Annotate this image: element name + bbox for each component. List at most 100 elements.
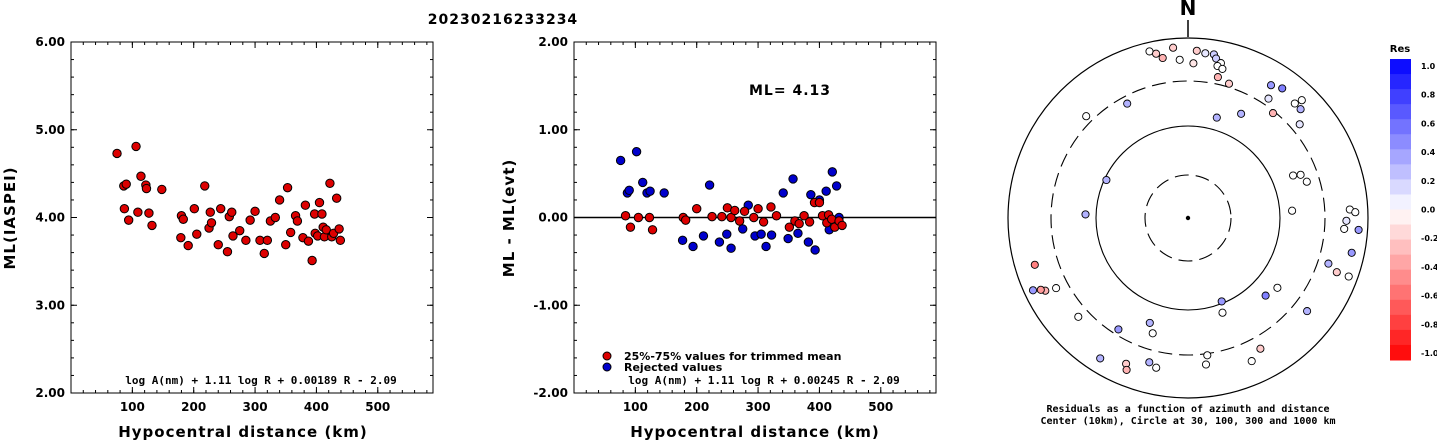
station-residual-point xyxy=(1351,208,1360,217)
polar-points xyxy=(1028,43,1363,374)
colorbar-cell xyxy=(1390,329,1411,346)
x-tick-label: 100 xyxy=(120,400,145,414)
x-tick-label: 100 xyxy=(623,400,648,414)
data-point xyxy=(183,240,193,251)
rejected-point xyxy=(726,243,736,253)
y-tick-label: 0.00 xyxy=(538,211,568,225)
colorbar-tick-label: -0.6 xyxy=(1421,292,1437,301)
data-point xyxy=(334,224,344,234)
data-point xyxy=(335,235,346,246)
station-residual-point xyxy=(1192,46,1201,55)
data-point xyxy=(300,200,311,210)
left-points xyxy=(112,141,346,266)
station-residual-point xyxy=(1354,225,1363,234)
colorbar-cell xyxy=(1390,344,1411,361)
y-tick-label: 5.00 xyxy=(35,123,65,137)
trimmed-point xyxy=(717,211,727,222)
x-tick-label: 200 xyxy=(684,400,709,414)
rejected-point xyxy=(766,230,777,240)
colorbar-cell xyxy=(1390,74,1411,90)
data-point xyxy=(136,171,146,181)
trimmed-point xyxy=(771,211,782,221)
data-point xyxy=(292,216,303,226)
station-residual-point xyxy=(1158,53,1167,63)
station-residual-point xyxy=(1218,64,1227,73)
colorbar-cell xyxy=(1390,209,1411,226)
trimmed-point xyxy=(804,217,815,227)
rejected-point xyxy=(688,241,698,252)
data-point xyxy=(303,236,314,246)
station-residual-point xyxy=(1212,113,1221,122)
station-residual-point xyxy=(1212,54,1221,63)
station-residual-point xyxy=(1213,73,1222,82)
data-point xyxy=(250,206,260,217)
station-residual-point xyxy=(1145,47,1154,56)
data-point xyxy=(141,183,152,194)
trimmed-point xyxy=(837,220,847,231)
trimmed-point xyxy=(707,211,717,222)
y-tick-label: 4.00 xyxy=(35,211,65,225)
y-tick-label: -1.00 xyxy=(533,298,568,312)
data-point xyxy=(331,193,342,203)
station-residual-point xyxy=(1201,360,1211,369)
station-residual-point xyxy=(1145,318,1154,327)
data-point xyxy=(262,235,273,246)
rejected-point xyxy=(793,228,803,238)
colorbar-cell xyxy=(1390,164,1411,180)
colorbar-cell xyxy=(1390,269,1411,286)
station-residual-point xyxy=(1152,363,1161,372)
right-points xyxy=(615,146,847,255)
trimmed-point xyxy=(647,225,658,235)
station-residual-point xyxy=(1148,329,1157,338)
x-tick-label: 500 xyxy=(365,400,390,414)
data-point xyxy=(285,227,296,238)
rejected-point xyxy=(722,229,732,239)
trimmed-point xyxy=(633,212,644,223)
x-tick-label: 400 xyxy=(807,400,832,414)
x-tick-label: 300 xyxy=(243,400,268,414)
colorbar-cell xyxy=(1390,239,1411,256)
right-x-axis-label: Hypocentral distance (km) xyxy=(630,423,880,441)
rejected-point xyxy=(783,233,793,244)
data-point xyxy=(282,182,293,193)
station-residual-point xyxy=(1264,94,1273,103)
station-residual-point xyxy=(1201,49,1210,58)
station-residual-point xyxy=(1289,171,1298,180)
colorbar-tick-label: 0.6 xyxy=(1421,119,1436,128)
rejected-point xyxy=(738,224,748,234)
colorbar-title: Res xyxy=(1390,44,1410,55)
trimmed-point xyxy=(814,197,825,208)
station-residual-point xyxy=(1332,268,1341,277)
rejected-point xyxy=(638,177,648,188)
rejected-point xyxy=(778,188,788,198)
data-point xyxy=(112,148,122,159)
circle-300km xyxy=(1050,80,1326,356)
data-point xyxy=(321,225,331,235)
colorbar-tick-label: -1.0 xyxy=(1421,349,1437,358)
station-residual-point xyxy=(1145,358,1154,367)
rejected-point xyxy=(831,181,842,191)
station-residual-point xyxy=(1296,105,1305,114)
rejected-point xyxy=(806,189,816,200)
station-residual-point xyxy=(1189,59,1198,68)
x-tick-label: 200 xyxy=(181,400,206,414)
station-residual-point xyxy=(1344,272,1353,281)
data-point xyxy=(216,204,226,214)
data-point xyxy=(200,181,210,191)
trimmed-point xyxy=(739,206,750,217)
colorbar-cell xyxy=(1390,104,1411,120)
data-point xyxy=(227,207,237,217)
center-dot xyxy=(1185,215,1191,221)
rejected-point xyxy=(631,146,642,157)
north-label: N xyxy=(1180,0,1197,20)
colorbar-cell xyxy=(1390,179,1411,195)
trimmed-point xyxy=(680,215,691,225)
left-formula: log A(nm) + 1.11 log R + 0.00189 R - 2.0… xyxy=(125,374,397,387)
colorbar-cell xyxy=(1390,59,1411,75)
circle-30km xyxy=(1144,174,1232,262)
polar-caption-line-2: Center (10km), Circle at 30, 100, 300 an… xyxy=(1040,415,1335,427)
data-point xyxy=(314,197,325,208)
station-residual-point xyxy=(1030,260,1039,269)
left-scatter-panel: 2.00 3.00 4.00 5.00 6.00 100 200 300 400 500 log… xyxy=(1,35,434,441)
rejected-point xyxy=(788,174,798,184)
